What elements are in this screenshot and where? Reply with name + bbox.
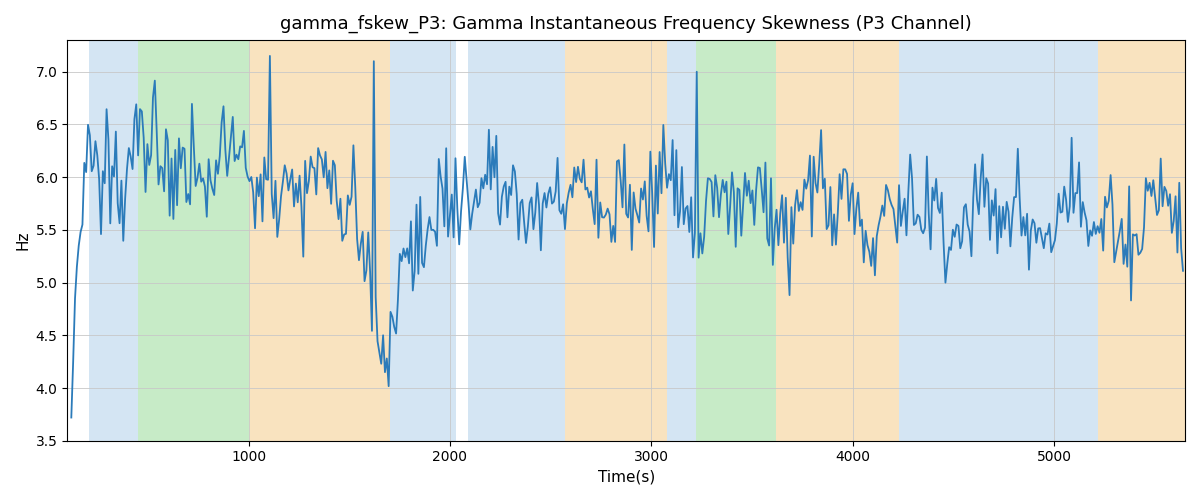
- Bar: [138, 40, 248, 440]
- Bar: [90, 40, 138, 440]
- Bar: [565, 40, 667, 440]
- Bar: [776, 40, 899, 440]
- Bar: [1066, 40, 1098, 440]
- Bar: [667, 40, 696, 440]
- Bar: [899, 40, 1066, 440]
- Bar: [390, 40, 456, 440]
- Bar: [1098, 40, 1186, 440]
- X-axis label: Time(s): Time(s): [598, 470, 655, 485]
- Bar: [248, 40, 390, 440]
- Bar: [696, 40, 776, 440]
- Y-axis label: Hz: Hz: [16, 230, 30, 250]
- Title: gamma_fskew_P3: Gamma Instantaneous Frequency Skewness (P3 Channel): gamma_fskew_P3: Gamma Instantaneous Freq…: [281, 15, 972, 34]
- Bar: [468, 40, 565, 440]
